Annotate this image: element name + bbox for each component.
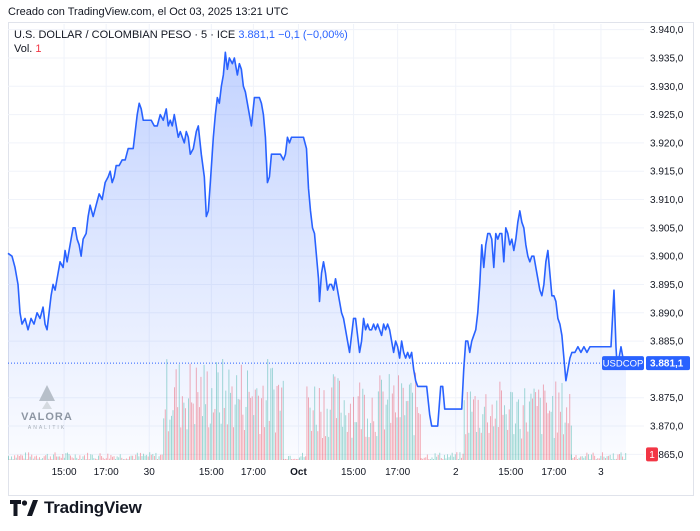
watermark-brand: VALORA <box>21 411 73 423</box>
x-tick-label-5: Oct <box>290 467 307 478</box>
symbol-tag-label: USDCOP <box>603 359 644 370</box>
x-tick-label-8: 2 <box>453 467 459 478</box>
y-tick-label-1: 3.935,0 <box>650 53 684 64</box>
legend-symbol[interactable]: U.S. DOLLAR / COLOMBIAN PESO · 5 · ICE <box>14 29 236 41</box>
x-tick-label-2: 30 <box>144 467 156 478</box>
y-axis: 3.940,0 3.935,0 3.930,0 3.925,0 3.920,0 3.915… <box>650 25 684 461</box>
created-with-label: Creado con TradingView.com, el Oct 03, 2… <box>8 6 289 18</box>
last-price-tag-label: 3.881,1 <box>650 359 684 370</box>
last-price-tag-bg <box>646 356 690 371</box>
x-tick-label-7: 17:00 <box>385 467 410 478</box>
price-line <box>7 51 627 427</box>
x-tick-label-11: 3 <box>598 467 604 478</box>
y-tick-label-4: 3.920,0 <box>650 138 684 149</box>
y-tick-label-10: 3.890,0 <box>650 308 684 319</box>
x-tick-label-0: 15:00 <box>52 467 77 478</box>
tradingview-logo-icon <box>10 500 38 516</box>
x-tick-label-6: 15:00 <box>341 467 366 478</box>
x-tick-label-4: 17:00 <box>241 467 266 478</box>
y-tick-label-8: 3.900,0 <box>650 252 684 263</box>
x-axis: 15:00 17:00 30 15:00 17:00 Oct 15:00 17:00 2 15:0… <box>52 467 605 478</box>
price-area-fill <box>8 52 626 461</box>
legend-row-volume: Vol. 1 <box>14 42 348 56</box>
x-tick-label-3: 15:00 <box>199 467 224 478</box>
y-tick-label-5: 3.915,0 <box>650 167 684 178</box>
legend-row-symbol: U.S. DOLLAR / COLOMBIAN PESO · 5 · ICE 3… <box>14 28 348 42</box>
y-tick-label-7: 3.905,0 <box>650 223 684 234</box>
symbol-tag-bg <box>602 356 644 371</box>
vol-tag-bg <box>646 447 658 462</box>
x-tick-label-9: 15:00 <box>498 467 523 478</box>
legend-vol-value: 1 <box>35 43 42 55</box>
chart-legend: U.S. DOLLAR / COLOMBIAN PESO · 5 · ICE 3… <box>14 28 348 56</box>
y-tick-label-11: 3.885,0 <box>650 337 684 348</box>
x-tick-label-1: 17:00 <box>94 467 119 478</box>
legend-vol-label[interactable]: Vol. <box>14 43 33 55</box>
valora-analitik-watermark: VALORA ANALITIK <box>21 385 73 431</box>
y-tick-label-3: 3.925,0 <box>650 110 684 121</box>
vol-tag-label: 1 <box>649 450 655 461</box>
y-tick-label-13: 3.870,0 <box>650 422 684 433</box>
y-tick-label-14: 3.865,0 <box>650 450 684 461</box>
footer-logo[interactable]: TradingView <box>10 496 142 520</box>
y-tick-label-0: 3.940,0 <box>650 25 684 36</box>
y-tick-label-9: 3.895,0 <box>650 280 684 291</box>
y-tick-label-2: 3.930,0 <box>650 82 684 93</box>
legend-last: 3.881,1 <box>238 29 276 41</box>
watermark-sub: ANALITIK <box>28 425 66 431</box>
y-tick-label-6: 3.910,0 <box>650 195 684 206</box>
tradingview-logo-text: TradingView <box>44 498 142 517</box>
legend-change: −0,1 (−0,00%) <box>278 29 348 41</box>
price-tags: USDCOP 3.881,1 1 <box>602 356 690 462</box>
y-tick-label-12: 3.875,0 <box>650 393 684 404</box>
x-tick-label-10: 17:00 <box>541 467 566 478</box>
